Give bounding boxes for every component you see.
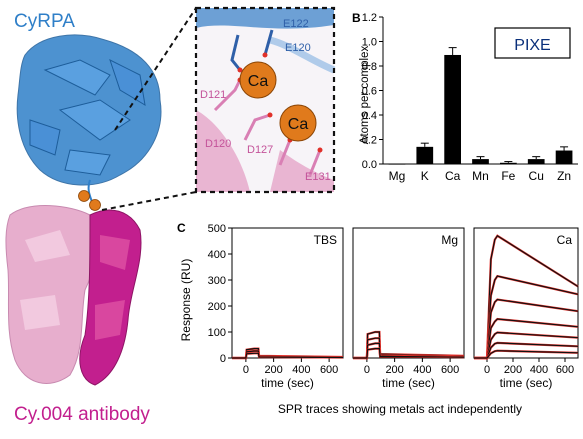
spr-plot-mg: Mg 0 200 400 600 time (sec) [352,227,465,390]
b-x-tick-label: Mn [472,169,489,183]
b-x-tick-label: Cu [529,169,544,183]
calcium-ion-2: Ca [279,104,317,142]
c-x-tick-label: 400 [530,364,548,376]
calcium-spheres [78,190,101,211]
spr-trace-line [232,352,344,359]
spr-plot-title: Mg [441,233,458,247]
b-y-axis-label: Atoms per complex [359,46,371,145]
svg-text:Ca: Ca [288,116,309,133]
b-y-tick-label: 1.2 [362,12,377,24]
residue-label: D121 [200,89,226,101]
b-bars [388,47,573,165]
pixe-bar-chart: B Atoms per complex 0.0 0.2 0.4 0.6 0.8 1.0 1.… [352,11,578,183]
pixe-method-label: PIXE [514,37,550,54]
spr-caption: SPR traces showing metals act independen… [278,402,522,416]
spr-traces: C Response (RU) TBS 0 200 400 600 0 100 200 300 4… [177,221,579,416]
c-x-tick-label: 600 [441,364,459,376]
c-x-tick-label: 400 [292,364,310,376]
residue-label: E122 [283,18,309,30]
pixe-method-box [494,27,571,59]
c-x-tick-label: 600 [320,364,338,376]
c-x-tick-label: 0 [364,364,370,376]
c-x-tick-label: 400 [413,364,431,376]
cyrpa-structure [16,34,162,186]
spr-plot-tbs: TBS 0 200 400 600 0 100 200 300 400 500 time (sec) [208,223,344,390]
cyrpa-label: CyRPA [14,11,75,32]
inset-border [194,6,336,194]
b-x-tick-label: Zn [557,169,571,183]
c-x-axis-label: time (sec) [261,376,314,390]
spr-plot-frame [352,227,465,359]
spr-trace-line [474,350,579,359]
c-x-tick-label: 200 [504,364,522,376]
c-x-axis-label: time (sec) [500,376,553,390]
panel-label-c: C [177,221,186,235]
b-x-tick-label: Ca [445,169,461,183]
b-bar-fe [500,162,517,164]
c-x-tick-label: 0 [243,364,249,376]
residue-label: E131 [305,171,331,183]
b-y-tick-label: 0.2 [362,135,377,147]
b-bar-mg [388,164,406,165]
residue-label: D127 [247,144,273,156]
protein-structure-illustration: CyRPA Cy.004 antibody [5,7,197,425]
svg-text:Ca: Ca [248,73,269,90]
b-x-tick-label: Mg [389,169,406,183]
b-x-tick-label: K [421,169,429,183]
zoom-line-bottom [101,191,197,211]
c-x-tick-label: 600 [556,364,574,376]
c-x-tick-label: 200 [385,364,403,376]
b-bar-cu [527,159,545,164]
c-x-axis-label: time (sec) [382,376,435,390]
b-y-tick-label: 0.8 [362,61,377,73]
c-y-tick-label: 400 [208,249,226,261]
b-y-tick-label: 0.6 [362,86,377,98]
b-bar-k [416,146,434,164]
b-y-tick-label: 0.4 [362,110,377,122]
spr-plot-title: TBS [314,233,337,247]
c-y-axis-label: Response (RU) [179,259,193,342]
zoom-line-top [114,7,197,131]
calcium-ion-1: Ca [239,61,277,99]
spr-plot-frame [231,227,344,359]
spr-trace-line [353,348,465,359]
c-x-tick-label: 200 [264,364,282,376]
c-y-tick-label: 200 [208,301,226,313]
calcium-site-inset: Ca Ca E122 E120 D121 D120 D127 E131 [194,6,336,194]
b-bar-mn [472,159,489,164]
c-y-tick-label: 0 [220,353,226,365]
c-y-tick-label: 500 [208,223,226,235]
b-y-tick-label: 0.0 [362,159,377,171]
residue-label: E120 [285,42,311,54]
c-y-tick-label: 300 [208,275,226,287]
c-y-tick-label: 100 [208,327,226,339]
b-y-tick-label: 1.0 [362,37,377,49]
b-x-tick-label: Fe [501,169,515,183]
antibody-structure [5,205,142,386]
b-bar-zn [555,150,573,164]
antibody-label: Cy.004 antibody [14,404,150,425]
spr-plot-title: Ca [557,233,573,247]
residue-label: D120 [205,138,231,150]
spr-plot-frame [473,227,579,359]
c-x-tick-label: 0 [484,364,490,376]
b-bar-ca [444,54,461,164]
panel-label-b: B [352,11,361,25]
